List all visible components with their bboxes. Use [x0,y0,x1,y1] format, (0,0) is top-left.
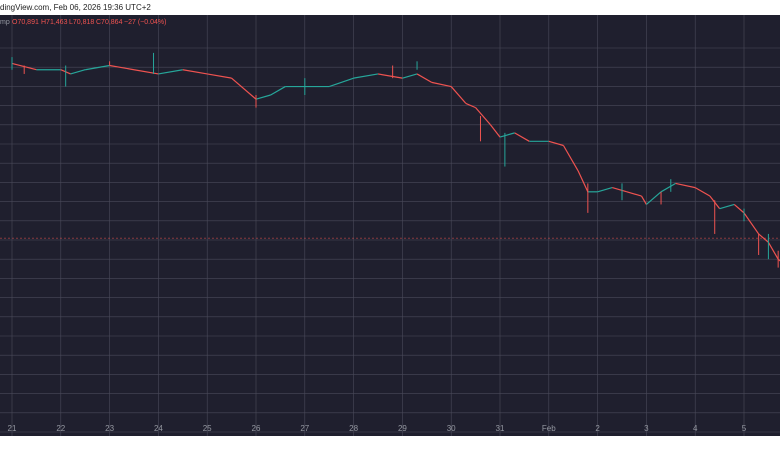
x-tick-label: 24 [154,424,163,433]
price-segment [377,73,403,79]
x-tick-label: 5 [742,424,747,433]
price-segment [646,191,662,205]
price-segment [743,212,760,235]
price-segment [577,170,589,193]
price-segment [465,102,476,109]
price-segment [270,86,286,96]
price-segment [450,86,467,104]
x-tick-label: 26 [252,424,261,433]
x-tick-label: 3 [644,424,649,433]
price-segment [431,81,452,88]
price-segment [597,187,613,193]
price-segment [499,132,515,138]
price-segment [767,242,779,260]
price-segment [626,191,642,197]
source-text: dingView.com, Feb 06, 2026 19:36 UTC+2 [0,3,151,12]
price-segment [612,187,628,193]
price-segment [514,132,530,142]
legend-low: L70,818 [69,19,94,26]
price-segment [109,64,135,71]
price-segment [353,73,379,79]
x-tick-label: 22 [56,424,65,433]
x-tick-label: 28 [349,424,358,433]
legend-change: −27 (−0.04%) [124,19,166,26]
price-segment [70,69,86,75]
x-tick-label: 25 [203,424,212,433]
bottom-margin [0,436,780,470]
price-segment [475,107,491,125]
price-series [11,62,780,262]
price-segment [733,203,745,214]
price-segment [85,64,110,71]
x-tick-label: 30 [447,424,456,433]
price-segment [329,77,354,88]
x-tick-label: 2 [595,424,600,433]
x-tick-label: Feb [542,424,556,433]
price-segment [133,69,159,75]
price-segment [758,233,769,243]
price-segment [402,73,418,79]
legend-close: C70,864 [96,19,123,26]
price-segment [660,182,676,193]
legend-open: O70,891 [12,19,39,26]
price-segment [548,140,564,147]
x-tick-label: 27 [300,424,309,433]
x-tick-label: 29 [398,424,407,433]
legend-symbol: mp [0,19,10,26]
price-segment [416,73,432,83]
x-tick-label: 23 [105,424,114,433]
price-segment [158,69,183,75]
price-segment [675,182,696,189]
x-tick-label: 31 [496,424,505,433]
plot-background [0,15,780,436]
price-segment [182,69,208,75]
legend-high: H71,463 [41,19,68,26]
x-tick-label: 21 [8,424,17,433]
price-segment [207,73,232,79]
grid [0,15,780,436]
candles [11,52,779,268]
price-segment [719,203,735,210]
price-segment [641,195,647,205]
x-tick-label: 4 [693,424,698,433]
price-segment [694,187,711,197]
x-axis-ticks: 21 22 23 24 25 26 27 28 29 30 31 Feb 2 3 4 5 [8,424,747,433]
price-segment [489,124,501,138]
price-segment [255,94,271,100]
price-segment [562,145,579,172]
price-segment [231,77,257,100]
source-header: dingView.com, Feb 06, 2026 19:36 UTC+2 [0,0,780,15]
